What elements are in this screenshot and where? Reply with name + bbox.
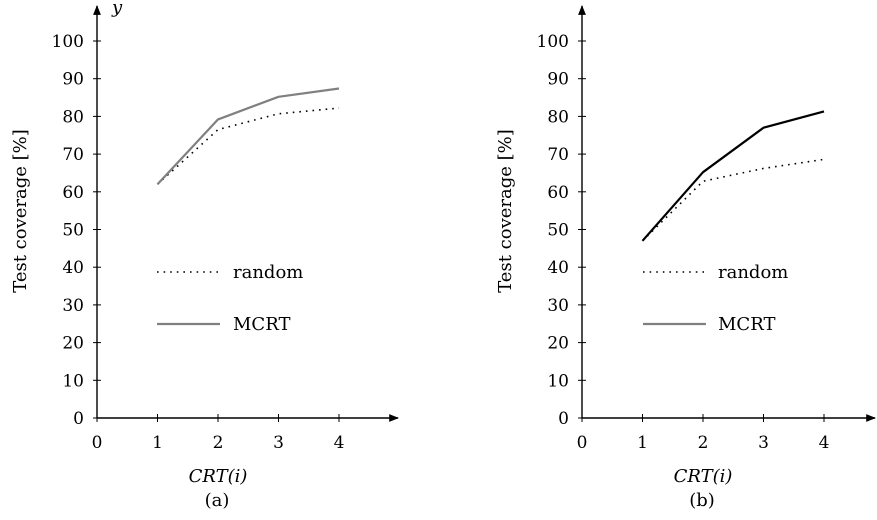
y-tick-label: 50 <box>547 221 569 241</box>
data-point-mcrt <box>278 96 280 98</box>
y-tick-label: 70 <box>547 145 569 165</box>
data-point-random <box>278 113 280 115</box>
y-tick-label: 40 <box>62 258 84 278</box>
series-line-mcrt <box>641 110 825 242</box>
y-tick-label: 10 <box>62 371 84 391</box>
y-tick-label: 60 <box>62 183 84 203</box>
y-tick-label: 0 <box>73 409 84 429</box>
x-tick-label: 4 <box>819 433 830 453</box>
x-tick-label: 1 <box>152 433 163 453</box>
y-tick-label: 100 <box>537 32 569 52</box>
x-tick-label: 0 <box>577 433 588 453</box>
data-point-random <box>217 129 219 131</box>
data-point-mcrt <box>642 240 644 242</box>
y-tick-label: 60 <box>547 183 569 203</box>
x-tick-label: 3 <box>273 433 284 453</box>
y-tick-label: 20 <box>547 334 569 354</box>
series-line-random <box>156 107 340 185</box>
x-axis-label: CRT(i) <box>189 466 248 487</box>
data-point-random <box>702 180 704 182</box>
data-point-mcrt <box>157 183 159 185</box>
y-tick-label: 0 <box>558 409 569 429</box>
legend-label-random: random <box>233 262 303 283</box>
y-tick-label: 80 <box>62 107 84 127</box>
x-tick-label: 1 <box>637 433 648 453</box>
legend-label-mcrt: MCRT <box>718 314 775 335</box>
y-tick-label: 90 <box>62 70 84 90</box>
y-axis-label: Test coverage [%] <box>495 129 516 293</box>
data-point-mcrt <box>338 88 340 90</box>
x-tick-label: 2 <box>213 433 224 453</box>
y-axis-label: Test coverage [%] <box>10 129 31 293</box>
data-point-mcrt <box>823 111 825 113</box>
y-tick-label: 90 <box>547 70 569 90</box>
top-axis-label: y <box>111 0 123 18</box>
y-tick-label: 70 <box>62 145 84 165</box>
series-line-random <box>641 158 825 242</box>
data-point-mcrt <box>217 119 219 121</box>
y-tick-label: 10 <box>547 371 569 391</box>
y-tick-label: 40 <box>547 258 569 278</box>
series-line-mcrt <box>156 87 340 186</box>
legend-label-mcrt: MCRT <box>233 314 290 335</box>
data-point-mcrt <box>702 171 704 173</box>
legend-label-random: random <box>718 262 788 283</box>
panel-caption: (a) <box>205 490 230 511</box>
data-point-random <box>823 159 825 161</box>
y-tick-label: 50 <box>62 221 84 241</box>
y-tick-label: 30 <box>547 296 569 316</box>
panel-caption: (b) <box>689 490 715 511</box>
y-tick-label: 80 <box>547 107 569 127</box>
x-tick-label: 0 <box>92 433 103 453</box>
data-point-random <box>338 107 340 109</box>
x-tick-label: 3 <box>758 433 769 453</box>
data-point-mcrt <box>763 127 765 129</box>
y-tick-label: 20 <box>62 334 84 354</box>
x-tick-label: 4 <box>334 433 345 453</box>
y-tick-label: 30 <box>62 296 84 316</box>
x-axis-label: CRT(i) <box>674 466 733 487</box>
data-point-random <box>763 168 765 170</box>
y-tick-label: 100 <box>52 32 84 52</box>
x-tick-label: 2 <box>698 433 709 453</box>
